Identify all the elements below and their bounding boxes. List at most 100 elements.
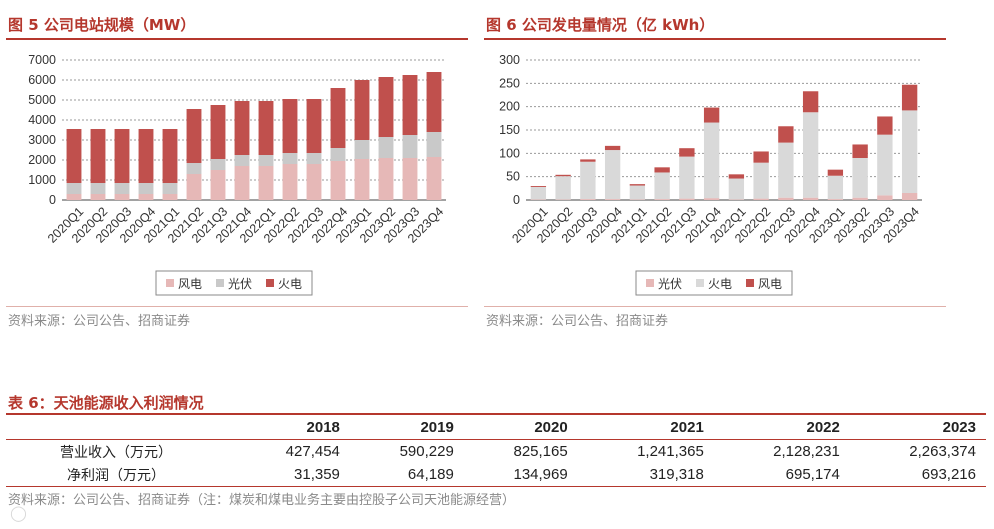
table-cell: 2,263,374: [909, 443, 976, 460]
bar-segment: [604, 150, 621, 200]
bar-segment: [703, 122, 720, 199]
table-cell: 825,165: [513, 443, 568, 460]
table-cell: 134,969: [463, 463, 578, 487]
bar-segment: [258, 166, 274, 200]
table6-source: 资料来源：公司公告、招商证券（注：煤炭和煤电业务主要由控股子公司天池能源经营）: [8, 493, 516, 508]
bar-segment: [753, 151, 769, 163]
table6-title: 表 6：天池能源收入利润情况: [8, 394, 204, 412]
legend-label: 风电: [178, 277, 202, 291]
bar-segment: [654, 167, 670, 173]
bar-segment: [426, 72, 442, 132]
figure5-title-rule: [6, 38, 468, 40]
table-header-cell: 2018: [236, 413, 350, 440]
bar-segment: [330, 88, 346, 148]
bar-segment: [679, 148, 695, 157]
bar-segment: [604, 145, 621, 151]
legend-swatch: [166, 279, 174, 287]
bar-segment: [580, 199, 596, 200]
legend-label: 风电: [758, 277, 782, 291]
bar-segment: [753, 162, 769, 199]
table-header-cell: [6, 413, 236, 440]
bar-segment: [90, 129, 106, 183]
bar-segment: [354, 80, 370, 140]
bar-segment: [703, 198, 720, 200]
legend-label: 火电: [708, 277, 732, 291]
bar-segment: [282, 164, 298, 200]
figure6-title: 图 6 公司发电量情况（亿 kWh）: [486, 16, 715, 34]
bar-segment: [728, 174, 745, 179]
bar-segment: [186, 174, 202, 200]
y-tick-label: 250: [499, 76, 520, 90]
table-cell: 319,318: [577, 463, 714, 487]
bar-segment: [378, 137, 394, 158]
bar-segment: [114, 194, 130, 200]
bar-segment: [354, 140, 370, 159]
legend-swatch: [216, 279, 224, 287]
bar-segment: [629, 184, 646, 186]
bar-segment: [66, 183, 82, 194]
figure5-chart: 010002000300040005000600070002020Q12020Q…: [28, 53, 446, 296]
bar-segment: [162, 194, 178, 200]
bar-segment: [330, 148, 346, 161]
bar-segment: [679, 198, 695, 200]
bar-segment: [258, 155, 274, 166]
bar-segment: [402, 158, 418, 200]
bar-segment: [378, 158, 394, 200]
bar-segment: [679, 156, 695, 199]
bar-segment: [728, 178, 745, 200]
figure5-source: 资料来源：公司公告、招商证券: [8, 314, 191, 329]
bar-segment: [138, 183, 154, 194]
bar-segment: [852, 158, 868, 198]
bar-segment: [802, 197, 819, 200]
bar-segment: [580, 159, 596, 162]
bar-segment: [114, 183, 130, 194]
table-header-cell: 2022: [713, 413, 850, 440]
table-header-cell: 2021: [577, 413, 714, 440]
y-tick-label: 0: [513, 193, 520, 207]
table-row: 营业收入（万元） 427,454 590,229 825,165 1,241,3…: [6, 440, 986, 464]
row-label: 营业收入（万元）: [60, 444, 172, 461]
y-tick-label: 3000: [28, 133, 56, 147]
bar-segment: [162, 183, 178, 194]
bar-segment: [802, 112, 819, 198]
bar-segment: [306, 99, 322, 153]
bar-segment: [580, 161, 596, 200]
bar-segment: [306, 153, 322, 164]
bar-segment: [90, 183, 106, 194]
legend-swatch: [696, 279, 704, 287]
bar-segment: [234, 155, 250, 166]
bar-segment: [234, 101, 250, 155]
figure5-bottom-rule: [6, 306, 468, 307]
bar-segment: [852, 144, 868, 158]
bar-segment: [654, 172, 670, 200]
bar-segment: [778, 197, 794, 200]
y-tick-label: 4000: [28, 113, 56, 127]
bar-segment: [282, 99, 298, 153]
table-cell: 1,241,365: [637, 443, 704, 460]
table-cell: 693,216: [849, 463, 986, 487]
table-cell: 31,359: [236, 463, 350, 487]
y-tick-label: 6000: [28, 73, 56, 87]
bar-segment: [827, 199, 844, 200]
bar-segment: [114, 129, 130, 183]
bar-segment: [877, 195, 893, 200]
figure5-title: 图 5 公司电站规模（MW）: [8, 16, 196, 34]
bar-segment: [234, 166, 250, 200]
figure6-bottom-rule: [484, 306, 946, 307]
legend-label: 光伏: [658, 277, 682, 291]
bar-segment: [901, 84, 918, 111]
figure6-source: 资料来源：公司公告、招商证券: [486, 314, 669, 329]
table-cell: 64,189: [349, 463, 464, 487]
bar-segment: [258, 101, 274, 155]
legend-label: 火电: [278, 277, 302, 291]
table-header-cell: 2020: [463, 413, 578, 440]
bar-segment: [426, 157, 442, 200]
table-header-cell: 2023: [849, 413, 986, 440]
bar-segment: [901, 193, 918, 200]
bar-segment: [753, 198, 769, 200]
revenue-profit-table: 2018 2019 2020 2021 2022 2023 营业收入（万元） 4…: [6, 413, 986, 487]
bar-segment: [802, 91, 819, 113]
y-tick-label: 1000: [28, 173, 56, 187]
bar-segment: [778, 126, 794, 143]
bar-segment: [530, 186, 547, 200]
